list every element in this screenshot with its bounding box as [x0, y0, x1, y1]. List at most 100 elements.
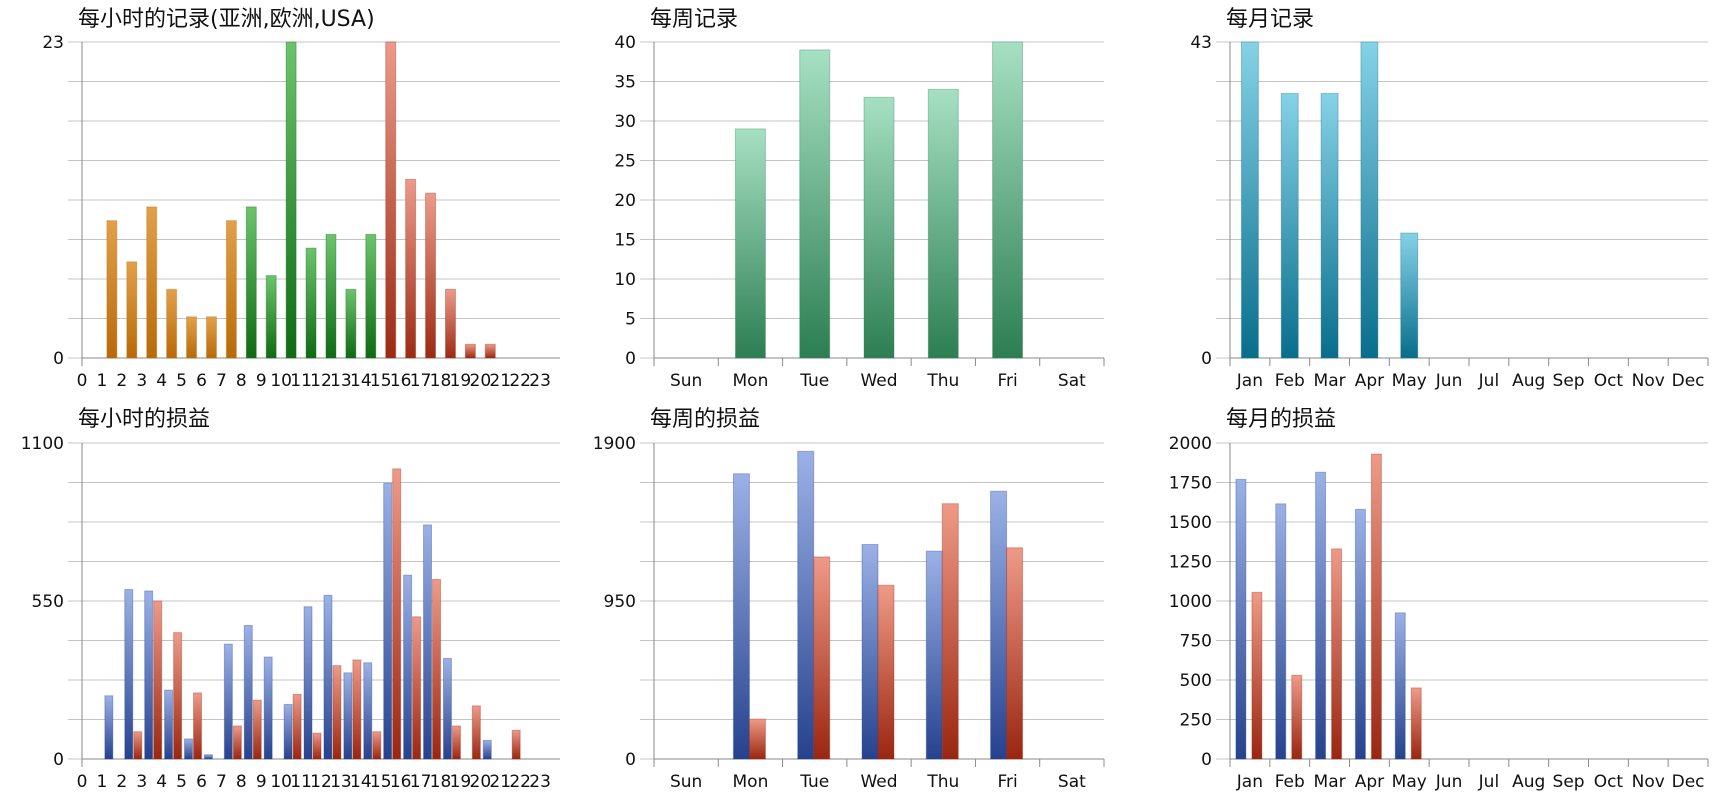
bar-17-s0 [423, 524, 433, 760]
x-tick-label: Jul [1478, 371, 1500, 391]
x-tick-label: Dec [1672, 772, 1705, 792]
x-tick-label: 23 [529, 371, 551, 391]
x-tick-label: Feb [1275, 772, 1305, 792]
bar-21-s1 [511, 729, 521, 760]
y-tick-label: 43 [1190, 33, 1212, 53]
bar-4 [166, 288, 178, 359]
bar-20 [484, 343, 496, 359]
y-tick-label: 0 [53, 750, 64, 770]
chart-title: 每周记录 [650, 7, 738, 32]
x-tick-label: 5 [176, 772, 187, 792]
bar-9 [265, 275, 277, 359]
x-tick-label: 18 [430, 772, 452, 792]
bar-Wed [863, 96, 895, 359]
x-tick-label: 17 [410, 772, 432, 792]
bar-4-s1 [173, 632, 183, 760]
x-tick-label: 5 [176, 371, 187, 391]
bar-18-s0 [442, 657, 452, 760]
x-tick-label: Oct [1594, 772, 1624, 792]
x-tick-label: 12 [310, 371, 332, 391]
bar-12 [325, 233, 337, 359]
x-tick-label: 10 [270, 371, 292, 391]
x-tick-label: Jun [1435, 371, 1463, 391]
x-tick-label: 2 [116, 371, 127, 391]
x-tick-label: Thu [926, 772, 959, 792]
bar-11-s1 [312, 732, 322, 760]
x-tick-label: 20 [470, 772, 492, 792]
y-tick-label: 30 [614, 112, 636, 132]
x-tick-label: 16 [390, 371, 412, 391]
x-tick-label: Fri [997, 772, 1017, 792]
bar-5-s0 [184, 738, 194, 760]
x-tick-label: 17 [410, 371, 432, 391]
bar-5-s1 [193, 692, 203, 760]
bar-Mar-s1 [1331, 548, 1343, 760]
x-tick-label: Aug [1512, 371, 1545, 391]
bar-Jan [1240, 41, 1259, 359]
x-tick-label: 23 [529, 772, 551, 792]
y-tick-label: 250 [1180, 711, 1212, 731]
y-tick-label: 1500 [1169, 513, 1212, 533]
x-tick-label: Fri [997, 371, 1017, 391]
bar-Tue-s1 [813, 556, 831, 760]
x-tick-label: Apr [1355, 772, 1384, 792]
x-tick-label: Jan [1236, 371, 1263, 391]
hourly-pnl-chart: 每小时的损益 0 550 1100 0 1 2 3 4 5 6 7 8 9 10 11 12 13 14 15 16 17… [0, 400, 570, 800]
bar-Mar [1320, 92, 1339, 359]
y-tick-label: 1250 [1169, 553, 1212, 573]
y-tick-label: 1750 [1169, 474, 1212, 494]
x-tick-label: Sun [670, 371, 702, 391]
bar-3-s0 [144, 590, 154, 760]
x-tick-label: Nov [1632, 772, 1665, 792]
x-tick-label: Wed [860, 371, 897, 391]
x-tick-label: 14 [350, 772, 372, 792]
x-tick-label: 13 [330, 772, 352, 792]
bar-11-s0 [303, 606, 313, 760]
bar-Apr-s1 [1370, 453, 1382, 760]
bar-2 [126, 261, 138, 359]
x-tick-label: 3 [136, 772, 147, 792]
y-tick-label: 1100 [21, 434, 64, 454]
y-tick-label: 35 [614, 73, 636, 93]
x-tick-label: Feb [1275, 371, 1305, 391]
x-tick-label: 16 [390, 772, 412, 792]
x-tick-label: 2 [116, 772, 127, 792]
x-tick-label: Mon [733, 772, 769, 792]
x-tick-label: 4 [156, 371, 167, 391]
weekly-records-svg: 每周记录 0 5 10 15 20 25 30 35 40 Sun Mon Tue Wed Thu Fri Sa… [614, 7, 1105, 391]
x-tick-label: 19 [450, 371, 472, 391]
chart-title: 每小时的损益 [78, 407, 210, 432]
x-tick-label: Wed [860, 772, 897, 792]
x-tick-label: 8 [236, 371, 247, 391]
bar-Apr-s0 [1354, 508, 1366, 760]
bar-Tue [799, 49, 831, 359]
x-tick-label: Sun [670, 772, 702, 792]
bar-Wed-s1 [877, 584, 895, 760]
x-tick-label: Apr [1355, 371, 1384, 391]
y-tick-label: 5 [625, 310, 636, 330]
x-tick-label: 15 [370, 772, 392, 792]
bar-Fri-s1 [1006, 547, 1024, 760]
y-tick-label: 0 [1201, 349, 1212, 369]
y-tick-label: 0 [625, 750, 636, 770]
y-tick-label: 0 [1201, 750, 1212, 770]
bar-20-s0 [482, 739, 492, 760]
monthly-records-svg: 每月记录 0 43 Jan Feb Mar Apr May Jun Jul Aug Sep Oct Nov… [1190, 7, 1709, 391]
x-tick-label: 10 [270, 772, 292, 792]
bar-7 [225, 220, 237, 359]
x-tick-label: 11 [290, 772, 312, 792]
bar-8-s0 [243, 624, 253, 760]
x-tick-label: 13 [330, 371, 352, 391]
x-tick-label: Mar [1314, 772, 1346, 792]
bar-15-s1 [392, 468, 402, 760]
bar-16-s0 [403, 574, 413, 760]
bar-Thu-s1 [941, 503, 959, 760]
monthly-pnl-svg: 每月的损益 0 250 500 750 1000 1250 1500 1750 2000 Jan Fe… [1169, 407, 1709, 792]
bar-8 [245, 206, 257, 359]
x-tick-label: 20 [470, 371, 492, 391]
x-tick-label: 6 [196, 772, 207, 792]
y-tick-label: 1000 [1169, 592, 1212, 612]
bar-1 [106, 220, 118, 359]
chart-title: 每周的损益 [650, 407, 760, 432]
